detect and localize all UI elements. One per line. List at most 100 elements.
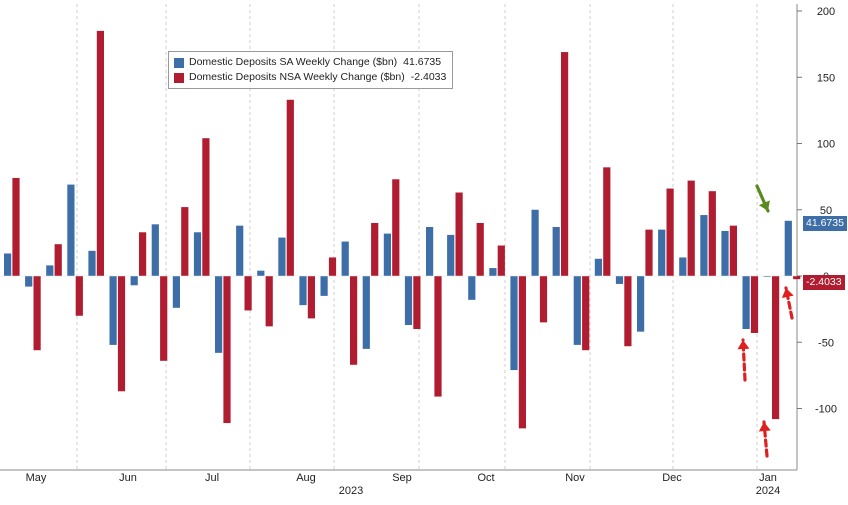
- month-label-jan: Jan: [759, 472, 777, 484]
- sa-bar-12: [257, 270, 265, 276]
- sa-bar-22: [468, 276, 476, 300]
- month-label-oct: Oct: [477, 472, 494, 484]
- sa-bar-3: [67, 184, 75, 276]
- sa-bar-19: [404, 276, 413, 326]
- sa-bar-27: [573, 276, 581, 345]
- sa-bar-8: [172, 276, 180, 308]
- sa-bar-32: [679, 257, 687, 276]
- sa-bar-17: [362, 276, 370, 349]
- nsa-bar-32: [687, 180, 695, 276]
- sa-bar-11: [236, 225, 244, 276]
- month-label-jun: Jun: [119, 472, 137, 484]
- sa-bar-25: [531, 209, 539, 276]
- sa-bar-21: [447, 234, 455, 276]
- sa-bar-31: [658, 229, 666, 276]
- month-label-sep: Sep: [392, 472, 412, 484]
- sa-bar-23: [489, 268, 497, 276]
- last-value-tag-nsa: -2.4033: [803, 275, 845, 290]
- sa-bar-30: [637, 276, 645, 332]
- annotation-arrow-nsa-last-head: [781, 288, 794, 299]
- legend-value-nsa: -2.4033: [410, 71, 447, 83]
- nsa-bar-24: [518, 276, 526, 429]
- sa-bar-18: [383, 233, 391, 276]
- sa-bar-28: [594, 258, 602, 276]
- y-tick-label-2: 100: [817, 139, 835, 151]
- nsa-bar-37: [793, 276, 801, 280]
- nsa-bar-21: [455, 192, 463, 276]
- legend-item-nsa: Domestic Deposits NSA Weekly Change ($bn…: [174, 70, 446, 85]
- nsa-bar-14: [307, 276, 315, 319]
- sa-bar-24: [510, 276, 518, 371]
- month-label-nov: Nov: [565, 472, 585, 484]
- nsa-bar-5: [117, 276, 126, 392]
- sa-bar-4: [88, 250, 96, 276]
- nsa-bar-12: [265, 276, 273, 327]
- year-label-2024: 2024: [756, 485, 780, 497]
- nsa-bar-10: [223, 276, 231, 424]
- annotation-arrow-nsa-jan-head: [758, 422, 771, 432]
- nsa-bar-9: [202, 138, 210, 276]
- sa-bar-9: [193, 232, 202, 276]
- y-tick-label-3: 50: [820, 205, 832, 217]
- legend-label-sa: Domestic Deposits SA Weekly Change ($bn): [189, 56, 398, 68]
- y-tick-label-6: -100: [815, 404, 837, 416]
- y-tick-label-5: -50: [818, 337, 834, 349]
- month-label-jul: Jul: [205, 472, 219, 484]
- nsa-bar-13: [286, 99, 294, 277]
- annotation-arrow-nsa-dec-head: [737, 340, 750, 350]
- nsa-bar-1: [33, 276, 41, 351]
- sa-bar-29: [615, 276, 624, 284]
- nsa-bar-30: [645, 229, 653, 276]
- sa-bar-35: [742, 276, 750, 329]
- sa-bar-0: [4, 253, 12, 276]
- sa-bar-34: [721, 230, 729, 276]
- nsa-bar-15: [328, 257, 337, 276]
- legend-label-nsa: Domestic Deposits NSA Weekly Change ($bn…: [189, 71, 405, 83]
- nsa-bar-3: [75, 276, 83, 316]
- nsa-bar-33: [708, 191, 716, 276]
- legend: Domestic Deposits SA Weekly Change ($bn)…: [168, 51, 454, 89]
- sa-bar-26: [552, 226, 560, 276]
- legend-value-sa: 41.6735: [403, 56, 442, 68]
- nsa-bar-34: [729, 225, 737, 276]
- nsa-bar-18: [392, 179, 400, 276]
- nsa-bar-31: [666, 188, 674, 276]
- annotation-arrow-sa-head: [758, 200, 770, 211]
- nsa-bar-29: [624, 276, 632, 347]
- sa-bar-36: [763, 276, 771, 277]
- nsa-bar-28: [603, 167, 611, 276]
- legend-swatch-sa: [174, 57, 184, 68]
- nsa-bar-11: [244, 276, 252, 311]
- nsa-bar-36: [772, 276, 780, 420]
- sa-bar-15: [320, 276, 328, 296]
- sa-bar-7: [151, 224, 159, 276]
- nsa-bar-2: [54, 244, 62, 276]
- sa-bar-5: [109, 276, 117, 345]
- sa-bar-16: [341, 241, 349, 276]
- sa-bar-10: [215, 276, 223, 353]
- year-label-2023: 2023: [339, 485, 363, 497]
- sa-bar-1: [25, 276, 33, 287]
- y-tick-label-1: 150: [817, 72, 835, 84]
- sa-bar-33: [700, 215, 708, 276]
- sa-bar-13: [278, 237, 286, 276]
- nsa-bar-26: [561, 52, 569, 277]
- nsa-bar-35: [750, 276, 759, 333]
- nsa-bar-25: [539, 276, 548, 323]
- nsa-bar-4: [96, 30, 104, 276]
- sa-bar-6: [130, 276, 138, 286]
- month-label-aug: Aug: [296, 472, 316, 484]
- nsa-bar-8: [181, 207, 189, 276]
- nsa-bar-23: [497, 245, 505, 276]
- sa-bar-14: [299, 276, 307, 306]
- y-tick-label-0: 200: [817, 6, 835, 18]
- nsa-bar-0: [12, 177, 20, 276]
- sa-bar-2: [46, 265, 54, 276]
- sa-bar-37: [784, 220, 792, 276]
- last-value-tag-sa: 41.6735: [803, 216, 847, 231]
- nsa-bar-20: [434, 276, 442, 397]
- sa-bar-20: [426, 226, 434, 276]
- nsa-bar-22: [476, 223, 484, 276]
